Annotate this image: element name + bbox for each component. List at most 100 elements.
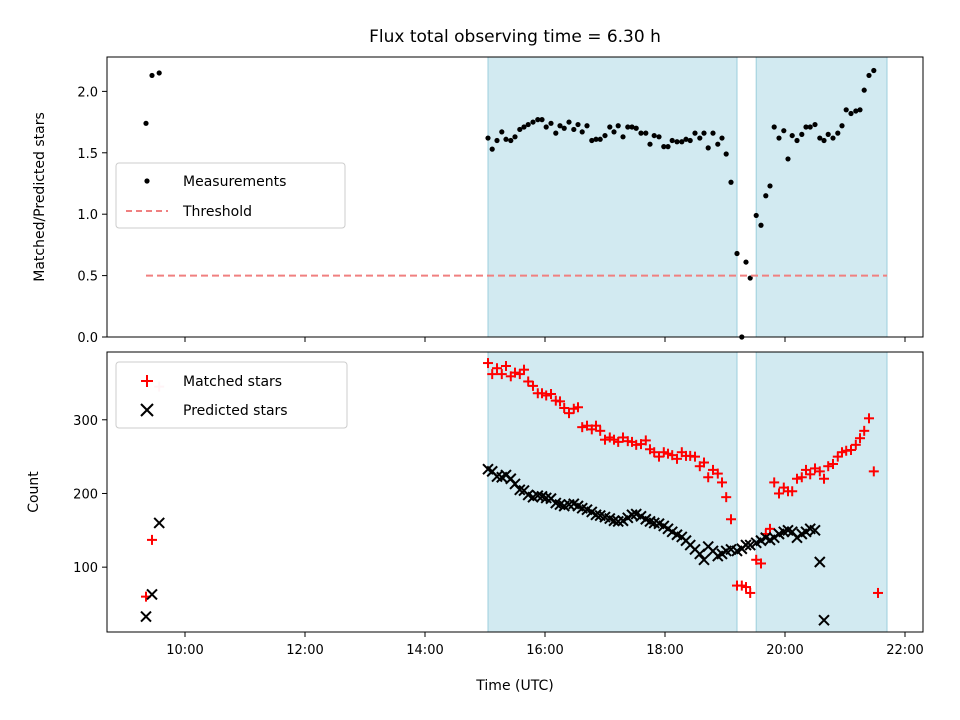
y-tick-label: 1.5 [77,147,98,162]
y-tick-label: 2.0 [77,85,98,100]
matched-star-point [577,422,588,433]
measurement-point [543,124,549,130]
measurement-point [647,141,653,147]
predicted-star-point-b [153,517,165,529]
matched-star-point [483,358,493,369]
matched-star-point [721,492,732,503]
predicted-star-point-b [814,556,826,568]
predicted-star-point-b [809,524,821,537]
measurement-point [566,119,572,125]
matched-star-point [769,477,780,488]
predicted-star-point-b [540,492,552,504]
measurement-point [692,130,698,136]
matched-star-point [690,451,700,462]
predicted-star-point-b [782,524,794,537]
matched-star-point [573,402,583,413]
measurement-point [758,222,764,228]
predicted-star-point-b [760,531,772,544]
measurement-point [866,72,872,79]
matched-star-point [819,473,829,484]
matched-star-point [712,468,723,479]
measurement-point [799,131,805,137]
measurement-point [715,141,721,147]
measurement-point [794,137,800,144]
measurement-point [789,132,795,139]
predicted-star-point [590,509,602,521]
y-tick-label: 1.0 [77,208,98,223]
predicted-star-point-b [590,509,602,521]
predicted-star-point-b [740,539,752,551]
legend-predicted-label: Predicted stars [183,403,288,419]
predicted-star-point-b [786,526,798,538]
matched-star-point [501,361,511,371]
matched-star-point [487,369,498,380]
legend-bottom: Matched stars Predicted stars [115,361,348,429]
measurement-point [611,129,617,135]
matched-star-point [859,425,870,436]
predicted-star-point [809,524,821,537]
x-tick-label: 14:00 [406,643,443,658]
measurement-point [669,137,675,144]
predicted-star-point-b [550,497,562,509]
matched-star-point [699,457,709,468]
matched-star-point [600,434,610,445]
measurement-point [857,107,863,113]
matched-star-point [741,582,751,593]
predicted-star-point [608,515,620,527]
shaded-interval [487,351,738,633]
chart-title: Flux total observing time = 6.30 h [369,27,661,47]
predicted-star-point-b [576,502,588,514]
legend-top-frame [115,162,346,229]
legend-threshold-label: Threshold [182,204,252,220]
measurement-point [633,125,639,131]
matched-star-point [595,425,606,436]
x-tick-label: 12:00 [286,643,323,658]
legend-predicted-marker [140,403,154,417]
matched-star-point [787,486,798,497]
measurement-point [701,130,707,136]
predicted-star-point-b [522,489,534,501]
matched-star-point [864,413,874,424]
measurement-point [853,108,859,114]
measurement-point [719,135,725,141]
measurement-point [861,87,867,93]
x-tick-label: 18:00 [646,643,683,658]
predicted-star-point [146,588,158,601]
predicted-star-point-b [626,509,638,521]
measurement-point [656,134,662,140]
predicted-star-point-b [554,498,566,511]
measurement-point [674,139,680,145]
legend-matched-label: Matched stars [183,374,282,390]
measurement-point [839,123,845,129]
predicted-star-point-b [804,523,816,535]
predicted-star-point-b [599,511,611,523]
measurement-point [571,126,577,133]
predicted-star-point [153,517,165,529]
measurement-point [651,132,657,139]
predicted-star-point-b [604,512,616,525]
legend-bottom-frame [115,361,348,429]
measurement-point [149,72,155,79]
predicted-star-point-b [744,539,756,551]
ratio-panel: 0.0 0.5 1.0 1.5 2.0 [77,56,924,346]
measurement-point [589,137,595,144]
matched-star-point [546,389,556,399]
predicted-star-point-b [648,517,660,529]
measurement-point [593,136,599,142]
measurement-point [825,131,831,137]
measurement-point [661,144,667,150]
matched-star-point [774,488,784,499]
measurement-point [143,120,149,126]
shaded-interval [755,56,888,338]
measurement-point [830,135,836,141]
measurement-point [579,129,585,135]
predicted-star-point [814,556,826,568]
measurement-point [817,135,823,141]
matched-star-point [805,469,816,480]
measurement-point [584,123,590,129]
predicted-star-point [532,489,544,502]
measurement-point [812,121,818,128]
measurement-point [679,139,685,145]
matched-star-point [828,459,838,469]
matched-star-point [654,451,664,462]
